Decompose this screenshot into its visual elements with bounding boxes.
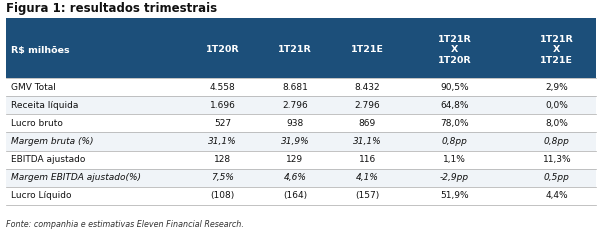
Text: 4,6%: 4,6% [284,173,306,182]
Text: (164): (164) [283,191,307,201]
Text: (108): (108) [211,191,235,201]
Text: 527: 527 [214,119,231,128]
Text: Fonte: companhia e estimativas Eleven Financial Research.: Fonte: companhia e estimativas Eleven Fi… [6,220,244,229]
Text: Lucro bruto: Lucro bruto [11,119,63,128]
Text: 90,5%: 90,5% [440,82,469,91]
Text: 31,1%: 31,1% [353,137,382,146]
Text: 1T21R
X
1T21E: 1T21R X 1T21E [540,35,574,65]
Text: 128: 128 [214,155,231,164]
FancyBboxPatch shape [6,150,596,169]
Text: Lucro Líquido: Lucro Líquido [11,191,71,201]
Text: 2.796: 2.796 [355,101,380,110]
FancyBboxPatch shape [6,132,596,150]
Text: 1T21R: 1T21R [278,46,312,55]
Text: 51,9%: 51,9% [440,191,469,201]
Text: 0,8pp: 0,8pp [442,137,467,146]
Text: 4,4%: 4,4% [545,191,568,201]
Text: 78,0%: 78,0% [440,119,469,128]
Text: Receita líquida: Receita líquida [11,101,78,110]
Text: 116: 116 [359,155,376,164]
Text: 0,8pp: 0,8pp [544,137,569,146]
Text: 869: 869 [359,119,376,128]
Text: 1,1%: 1,1% [443,155,466,164]
Text: 129: 129 [287,155,303,164]
FancyBboxPatch shape [6,169,596,187]
Text: 1T20R: 1T20R [206,46,240,55]
Text: 64,8%: 64,8% [440,101,469,110]
FancyBboxPatch shape [6,22,596,78]
FancyBboxPatch shape [6,96,596,114]
Text: 938: 938 [287,119,303,128]
FancyBboxPatch shape [6,78,596,96]
Text: 4.558: 4.558 [210,82,235,91]
FancyBboxPatch shape [6,187,596,205]
Text: R$ milhões: R$ milhões [11,46,69,55]
Text: 8,0%: 8,0% [545,119,568,128]
Text: GMV Total: GMV Total [11,82,56,91]
Text: -2,9pp: -2,9pp [440,173,469,182]
Text: (157): (157) [355,191,379,201]
Text: Margem bruta (%): Margem bruta (%) [11,137,93,146]
Text: Margem EBITDA ajustado(%): Margem EBITDA ajustado(%) [11,173,141,182]
Text: 8.681: 8.681 [282,82,308,91]
Text: 1T21E: 1T21E [351,46,383,55]
FancyBboxPatch shape [6,114,596,132]
Text: 4,1%: 4,1% [356,173,379,182]
Text: 31,1%: 31,1% [208,137,237,146]
Text: EBITDA ajustado: EBITDA ajustado [11,155,85,164]
Text: 1T21R
X
1T20R: 1T21R X 1T20R [438,35,471,65]
Text: 7,5%: 7,5% [211,173,234,182]
Text: Figura 1: resultados trimestrais: Figura 1: resultados trimestrais [6,2,217,15]
Text: 8.432: 8.432 [355,82,380,91]
Text: 1.696: 1.696 [210,101,235,110]
Text: 11,3%: 11,3% [542,155,571,164]
FancyBboxPatch shape [6,18,596,22]
Text: 0,0%: 0,0% [545,101,568,110]
Text: 31,9%: 31,9% [281,137,309,146]
Text: 0,5pp: 0,5pp [544,173,569,182]
Text: 2,9%: 2,9% [545,82,568,91]
Text: 2.796: 2.796 [282,101,308,110]
